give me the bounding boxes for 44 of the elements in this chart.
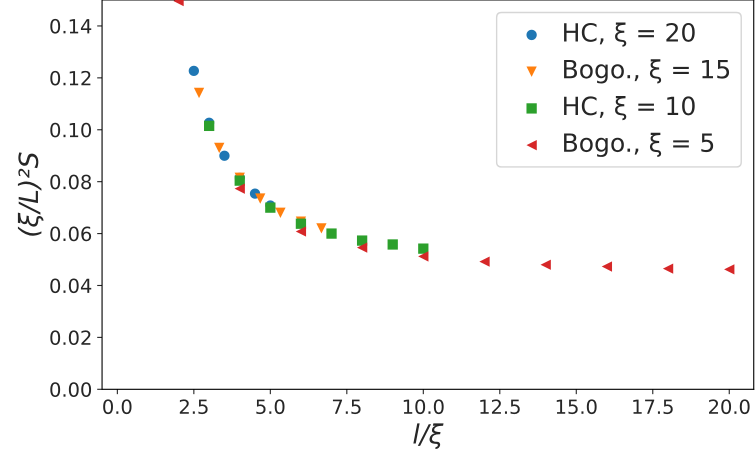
point bbox=[219, 150, 230, 161]
x-tick-label: 15.0 bbox=[556, 399, 597, 414]
x-tick-label: 10.0 bbox=[404, 399, 444, 414]
legend-label: HC, ξ = 10 bbox=[564, 96, 695, 120]
point bbox=[188, 66, 199, 76]
point bbox=[388, 239, 398, 250]
point bbox=[316, 223, 327, 234]
x-tick-label: 17.5 bbox=[633, 400, 673, 414]
point bbox=[418, 243, 428, 254]
point bbox=[724, 264, 734, 275]
x-tick-label: 7.5 bbox=[332, 400, 361, 414]
x-tick-label: 5.0 bbox=[256, 399, 285, 414]
point bbox=[540, 260, 551, 270]
point bbox=[356, 242, 368, 253]
point bbox=[326, 228, 337, 239]
point bbox=[204, 120, 214, 132]
legend-label: Bogo., ξ = 5 bbox=[564, 132, 714, 157]
y-tick-label: 0.12 bbox=[50, 70, 90, 86]
legend-label: Bogo., ξ = 15 bbox=[564, 59, 730, 84]
x-tick-label: 2.5 bbox=[180, 399, 208, 414]
point bbox=[214, 142, 224, 154]
x-axis-title: l/ξ bbox=[413, 423, 444, 449]
x-tick-label: 20.0 bbox=[709, 399, 750, 414]
point bbox=[479, 256, 490, 267]
point bbox=[418, 251, 428, 262]
y-tick-label: 0.06 bbox=[50, 226, 92, 242]
y-tick-label: 0.10 bbox=[50, 122, 92, 138]
point bbox=[662, 263, 674, 274]
y-tick-label: 0.14 bbox=[50, 18, 92, 34]
y-tick-label: 0.02 bbox=[50, 330, 90, 346]
y-tick-label: 0.08 bbox=[50, 174, 92, 190]
point bbox=[234, 175, 245, 186]
point bbox=[194, 88, 204, 98]
x-tick-label: 12.5 bbox=[480, 399, 520, 414]
point bbox=[234, 184, 245, 194]
point bbox=[275, 208, 286, 218]
y-tick-label: 0.00 bbox=[50, 382, 92, 397]
y-tick-label: 0.04 bbox=[50, 278, 92, 294]
legend-label: HC, ξ = 20 bbox=[564, 22, 695, 47]
point bbox=[602, 261, 612, 272]
x-tick-label: 0.0 bbox=[103, 399, 132, 414]
point bbox=[296, 226, 306, 237]
y-axis-title: (ξ/L)²S bbox=[18, 152, 44, 236]
point bbox=[255, 193, 266, 204]
